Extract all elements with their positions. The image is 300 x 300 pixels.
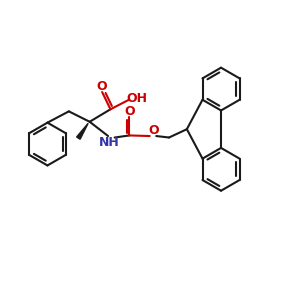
Text: O: O xyxy=(124,105,135,118)
Text: OH: OH xyxy=(126,92,147,105)
Text: O: O xyxy=(96,80,106,93)
Text: NH: NH xyxy=(99,136,120,149)
Polygon shape xyxy=(76,123,88,139)
Text: O: O xyxy=(148,124,159,137)
